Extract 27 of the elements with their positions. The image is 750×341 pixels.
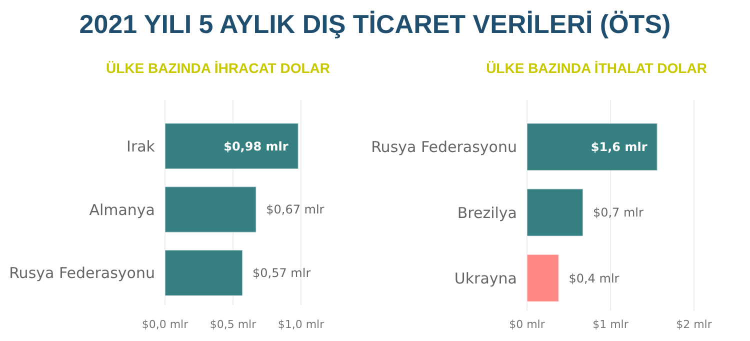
data-label: $0,67 mlr	[266, 202, 324, 217]
x-tick-label: $0,0 mlr	[142, 318, 189, 331]
x-tick-label: $0,5 mlr	[210, 318, 257, 331]
bar	[164, 250, 244, 296]
data-label: $0,7 mlr	[592, 206, 644, 220]
y-tick-label: Rusya Federasyonu	[9, 264, 155, 282]
y-tick-label: Rusya Federasyonu	[371, 138, 517, 156]
data-label: $0,98 mlr	[224, 139, 288, 154]
y-tick-label: Irak	[126, 137, 156, 156]
y-tick-label: Brezilya	[457, 204, 517, 222]
chart-subtitle: ÜLKE BAZINDA İHRACAT DOLAR	[106, 60, 330, 76]
bar	[526, 122, 658, 172]
chart-subtitle: ÜLKE BAZINDA İTHALAT DOLAR	[486, 60, 707, 76]
data-label: $0,57 mlr	[252, 266, 311, 280]
y-tick-label: Almanya	[89, 200, 155, 219]
x-tick-label: $1,0 mlr	[278, 318, 325, 331]
y-tick-label: Ukrayna	[454, 269, 517, 288]
bar	[164, 122, 299, 170]
data-label: $1,6 mlr	[590, 140, 648, 154]
bar	[526, 254, 560, 302]
x-tick-label: $1 mlr	[592, 318, 629, 331]
bar	[526, 188, 584, 237]
data-label: $0,4 mlr	[568, 271, 620, 286]
x-tick-label: $2 mlr	[676, 318, 712, 331]
bar	[164, 186, 257, 233]
x-tick-label: $0 mlr	[509, 318, 546, 331]
text: 2021 YILI 5 AYLIK DIŞ TİCARET VERİLERİ (ÖTS)	[79, 9, 671, 39]
